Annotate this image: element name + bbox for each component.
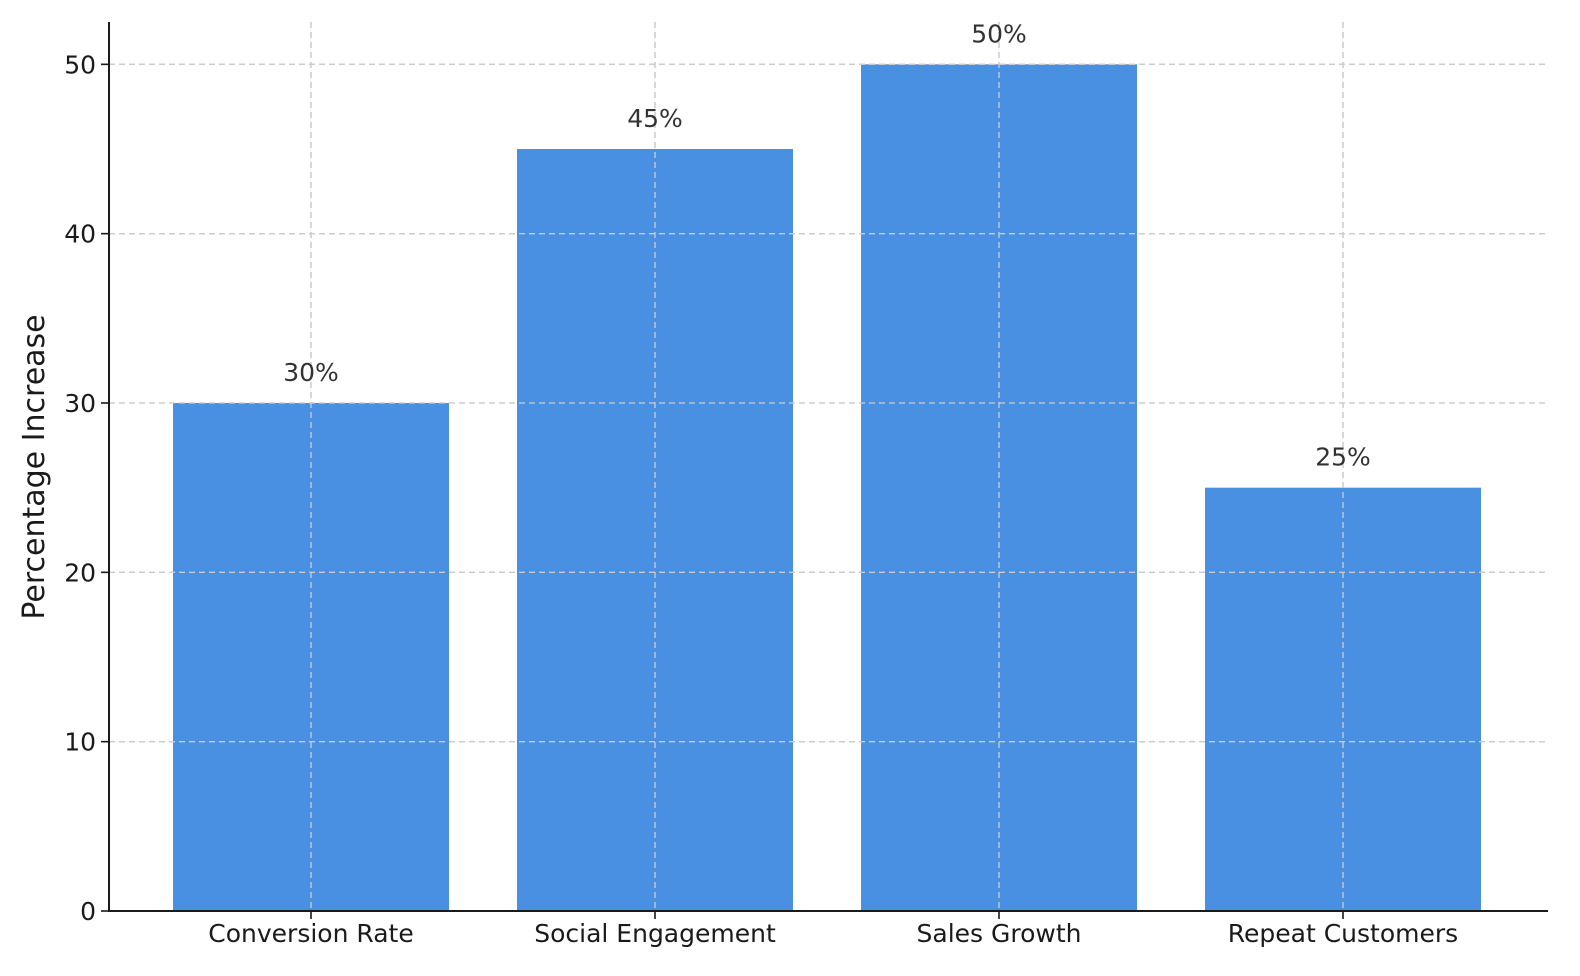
grid-overlay: [109, 22, 1548, 911]
x-tick-label: Social Engagement: [534, 919, 776, 948]
x-tick-label: Sales Growth: [917, 919, 1082, 948]
data-label: 30%: [283, 358, 339, 387]
bars: [109, 22, 1548, 912]
data-labels: 30% 45% 50% 25%: [283, 19, 1371, 471]
x-tick-label: Repeat Customers: [1228, 919, 1458, 948]
axes: 0 10 20 30 40 50 Conversion Rate Social Engagem…: [64, 22, 1548, 948]
data-label: 25%: [1315, 443, 1371, 472]
y-tick-label: 0: [80, 897, 96, 926]
data-label: 50%: [971, 19, 1027, 48]
bar: [1205, 487, 1481, 911]
y-tick-label: 10: [64, 728, 96, 757]
y-tick-label: 40: [64, 220, 96, 249]
y-tick-label: 20: [64, 558, 96, 587]
y-tick-label: 30: [64, 389, 96, 418]
y-axis-title: Percentage Increase: [17, 314, 52, 619]
x-tick-label: Conversion Rate: [208, 919, 413, 948]
y-tick-label: 50: [64, 50, 96, 79]
data-label: 45%: [627, 104, 683, 133]
